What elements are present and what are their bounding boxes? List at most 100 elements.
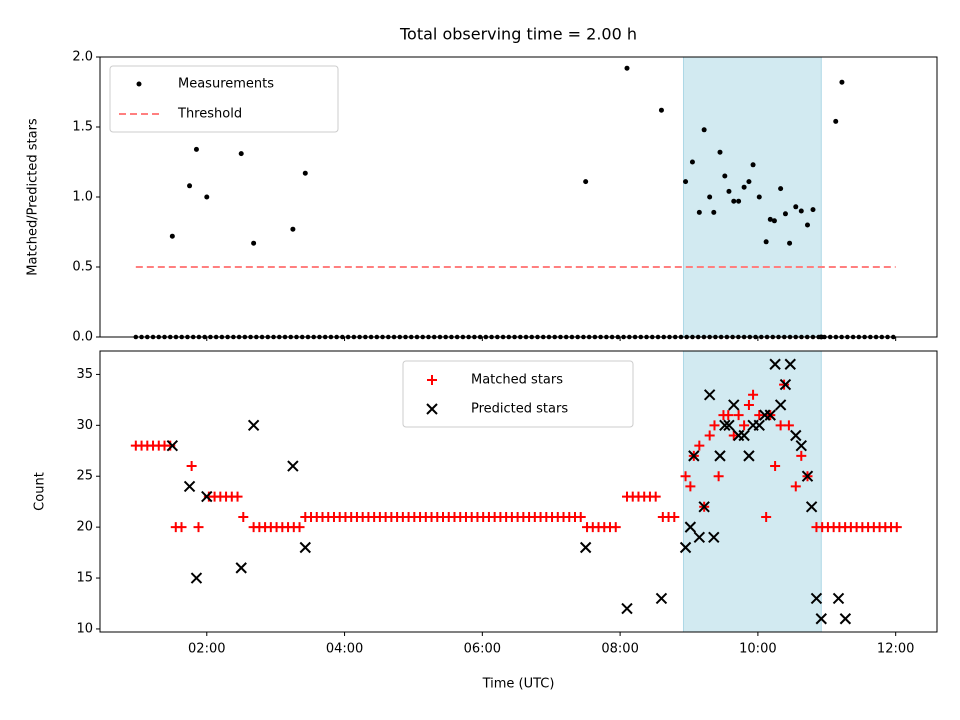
matched-star-point <box>294 522 305 533</box>
predicted-star-point <box>719 419 731 432</box>
measurement-point <box>624 65 630 71</box>
legend-label-measurements: Measurements <box>178 77 274 92</box>
predicted-star-point <box>810 592 823 605</box>
x-tick-label: 06:00 <box>464 642 501 657</box>
matched-star-point <box>610 522 621 533</box>
predicted-star-point <box>723 419 735 432</box>
matched-star-point <box>680 471 691 482</box>
predicted-star-point <box>684 521 697 533</box>
legend-marker-predicted <box>426 403 438 415</box>
matched-star-point <box>761 511 772 522</box>
predicted-star-point <box>779 378 792 391</box>
predicted-star-point <box>790 429 802 442</box>
matched-star-point <box>748 389 759 400</box>
measurement-point <box>290 226 296 232</box>
measurement-point <box>701 127 707 133</box>
y-tick-label: 0.0 <box>72 330 93 345</box>
predicted-star-point <box>795 439 807 452</box>
measurement-point <box>187 183 193 189</box>
measurement-point <box>741 184 747 190</box>
legend: Matched stars Predicted stars <box>402 360 634 428</box>
x-tick-label: 12:00 <box>877 642 914 657</box>
matched-star-point <box>694 440 705 451</box>
legend-marker-matched <box>427 375 437 385</box>
measurement-point <box>658 107 664 113</box>
legend-label-threshold: Threshold <box>177 107 242 122</box>
predicted-star-point <box>714 450 726 462</box>
matched-star-point <box>238 511 249 522</box>
measurement-point <box>238 151 244 157</box>
predicted-star-point <box>579 541 592 554</box>
measurement-point <box>763 239 769 245</box>
measurement-point <box>722 173 728 179</box>
observing-window-band <box>682 56 822 338</box>
matched-star-point <box>713 471 724 482</box>
x-axis-label: Time (UTC) <box>482 677 555 692</box>
measurement-point <box>793 204 799 210</box>
y-tick-label: 0.5 <box>72 260 93 275</box>
matched-star-point <box>743 399 754 410</box>
top-axes: 0.0 0.5 1.0 1.5 2.0 Total observing time = 2.… <box>26 25 938 345</box>
legend: Measurements Threshold <box>109 65 339 133</box>
predicted-star-point <box>738 429 750 442</box>
predicted-star-point <box>698 501 710 513</box>
measurement-point <box>771 218 777 224</box>
predicted-star-point <box>728 399 740 411</box>
measurement-point <box>193 146 199 152</box>
matched-star-point <box>176 522 187 533</box>
y-axis-label: Count <box>33 472 48 511</box>
predicted-star-point <box>655 592 668 605</box>
predicted-star-point <box>183 480 196 493</box>
matched-star-point <box>783 420 794 431</box>
measurement-point <box>750 162 756 168</box>
matched-star-point <box>650 491 661 502</box>
predicted-star-point <box>688 450 700 462</box>
predicted-star-point <box>190 572 203 584</box>
x-tick-label: 10:00 <box>739 642 776 657</box>
predicted-star-point <box>703 389 716 401</box>
measurement-point <box>683 179 689 185</box>
measurement-point <box>707 194 713 200</box>
measurement-point <box>833 118 839 124</box>
legend-label-matched: Matched stars <box>471 373 563 388</box>
measurement-point <box>726 188 732 194</box>
y-tick-label: 25 <box>76 469 93 484</box>
matched-star-point <box>754 410 765 421</box>
matched-star-point <box>891 522 902 533</box>
measurement-point <box>778 186 784 192</box>
measurement-point <box>782 211 788 217</box>
measurement-point <box>711 209 717 215</box>
chart-title: Total observing time = 2.00 h <box>399 25 637 44</box>
predicted-star-point <box>708 531 720 544</box>
measurement-point <box>810 207 816 213</box>
y-tick-label: 1.0 <box>72 190 93 205</box>
x-tick-label: 02:00 <box>188 642 225 657</box>
predicted-star-point <box>769 358 781 370</box>
y-tick-label: 1.5 <box>72 120 93 135</box>
matched-star-point <box>733 410 744 421</box>
y-tick-label: 10 <box>76 621 93 636</box>
legend-box <box>402 360 634 428</box>
measurement-point <box>798 208 804 214</box>
y-tick-label: 35 <box>76 367 93 382</box>
legend-box <box>109 65 339 133</box>
predicted-star-point <box>299 541 311 554</box>
bottom-axes-frame <box>99 350 938 633</box>
measurement-point <box>804 222 810 228</box>
measurement-point <box>756 194 762 200</box>
matched-star-point <box>796 450 807 461</box>
predicted-star-point <box>839 613 852 625</box>
measurement-point <box>736 198 742 204</box>
matched-star-point <box>575 511 586 522</box>
measurement-point <box>251 240 257 246</box>
predicted-star-point <box>247 419 260 432</box>
measurement-point <box>583 179 589 185</box>
y-tick-label: 30 <box>76 418 93 433</box>
predicted-star-point <box>832 592 845 605</box>
matched-star-point <box>685 481 696 492</box>
y-tick-label: 15 <box>76 571 93 586</box>
measurement-point <box>169 233 175 239</box>
matched-star-point <box>739 420 750 431</box>
measurement-point <box>767 216 773 222</box>
predicted-star-point <box>166 439 179 452</box>
